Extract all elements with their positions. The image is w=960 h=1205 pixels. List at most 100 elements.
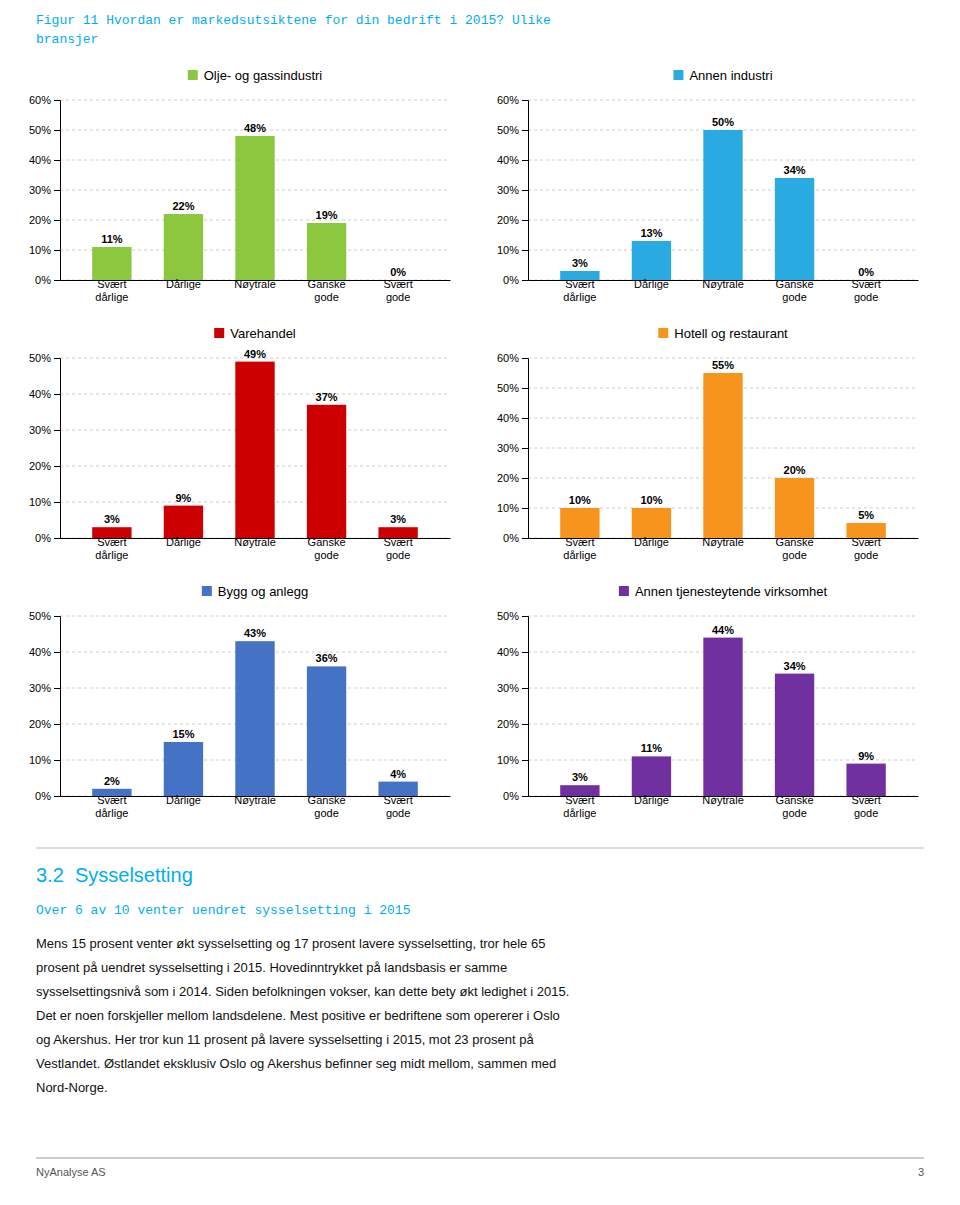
text-line: Svært <box>97 536 126 548</box>
tick: Ganskegode <box>308 278 346 303</box>
text-line: gode <box>386 291 410 303</box>
data-label: 13% <box>640 227 662 239</box>
bar <box>307 223 346 280</box>
data-label: 20% <box>784 464 806 476</box>
text-line: Ganske <box>308 278 346 290</box>
data-labels: 3%9%49%37%3% <box>104 348 406 526</box>
text-line: dårlige <box>563 807 596 819</box>
text-line: Nøytrale <box>234 536 276 548</box>
x-axis: SværtdårligeDårligeNøytraleGanskegodeSvæ… <box>529 794 919 819</box>
text-line: dårlige <box>563 291 596 303</box>
tick-label: 30% <box>29 424 51 436</box>
tick-label: 50% <box>497 124 519 136</box>
tick-label: 10% <box>29 496 51 508</box>
tick-mark <box>522 688 528 689</box>
axis-line <box>54 101 61 281</box>
data-label: 11% <box>641 742 663 754</box>
tick-mark <box>54 160 60 161</box>
tick: Dårlige <box>634 536 669 548</box>
chart-title: Annen industri <box>673 68 772 83</box>
tick-mark <box>522 130 528 131</box>
bar <box>164 506 203 538</box>
text-line: Ganske <box>308 794 346 806</box>
data-label: 36% <box>316 652 338 664</box>
tick-mark <box>54 250 60 251</box>
tick-label: 20% <box>29 214 51 226</box>
tick-label: 20% <box>29 460 51 472</box>
tick-mark <box>522 190 528 191</box>
data-labels: 11%22%48%19%0% <box>101 122 406 278</box>
tick-label: Ganskegode <box>776 794 814 819</box>
tick-mark <box>54 100 60 101</box>
tick: 0% <box>35 274 60 286</box>
bar-chart: 0%10%20%30%40%50%SværtdårligeDårligeNøyt… <box>29 610 451 819</box>
data-labels: 3%11%44%34%9% <box>572 624 874 784</box>
tick-label: 10% <box>497 754 519 766</box>
legend-swatch <box>202 586 212 596</box>
tick-label: 40% <box>29 646 51 658</box>
tick-mark <box>522 358 528 359</box>
text-line: gode <box>386 549 410 561</box>
tick: Dårlige <box>634 278 669 290</box>
chart-title: Annen tjenesteytende virksomhet <box>619 584 828 599</box>
grid-line <box>60 616 450 617</box>
x-axis: SværtdårligeDårligeNøytraleGanskegodeSvæ… <box>529 536 919 561</box>
tick-label: Dårlige <box>634 278 669 290</box>
tick-label: Nøytrale <box>234 794 276 806</box>
tick-label: Sværtgode <box>851 794 880 819</box>
tick: Dårlige <box>166 794 201 806</box>
tick-label: 10% <box>29 754 51 766</box>
tick: Nøytrale <box>702 278 744 290</box>
bar <box>164 214 203 280</box>
data-label: 34% <box>784 660 806 672</box>
tick: Sværtgode <box>383 278 412 303</box>
tick-mark <box>522 448 528 449</box>
x-axis: SværtdårligeDårligeNøytraleGanskegodeSvæ… <box>61 794 451 819</box>
tick: 0% <box>35 532 60 544</box>
tick-mark <box>54 466 60 467</box>
bar <box>92 247 131 280</box>
text-line: Svært <box>97 278 126 290</box>
tick-mark <box>522 616 528 617</box>
chart-title: Hotell og restaurant <box>658 326 788 341</box>
tick: 50% <box>29 352 60 364</box>
section-title: 3.2 Sysselsetting <box>36 864 193 886</box>
tick-label: 10% <box>497 244 519 256</box>
bar-chart: 0%10%20%30%40%50%60%SværtdårligeDårligeN… <box>497 94 919 303</box>
tick-mark <box>54 796 60 797</box>
tick: 40% <box>29 154 60 166</box>
axis-line <box>54 617 61 797</box>
tick: Ganskegode <box>776 536 814 561</box>
text-line: gode <box>854 807 878 819</box>
text-line: sysselsettingsnivå som i 2014. Siden bef… <box>36 984 569 999</box>
tick-label: 0% <box>503 790 519 802</box>
tick-mark <box>522 508 528 509</box>
tick: 30% <box>497 184 528 196</box>
tick-mark <box>522 418 528 419</box>
tick-label: 50% <box>497 382 519 394</box>
tick-label: Sværtgode <box>851 278 880 303</box>
tick: 20% <box>497 472 528 484</box>
bar <box>846 764 885 796</box>
data-label: 3% <box>572 257 588 269</box>
data-labels: 2%15%43%36%4% <box>104 627 406 787</box>
tick: 30% <box>29 184 60 196</box>
tick-label: 60% <box>29 94 51 106</box>
data-label: 55% <box>712 359 734 371</box>
separator <box>36 848 924 849</box>
text-line: Nord-Norge. <box>36 1080 108 1095</box>
tick: 40% <box>29 646 60 658</box>
page: Figur 11 Hvordan er markedsutsiktene for… <box>0 0 960 1205</box>
data-label: 44% <box>712 624 734 636</box>
tick-mark <box>522 478 528 479</box>
tick-label: Ganskegode <box>776 278 814 303</box>
tick: 0% <box>503 790 528 802</box>
tick: 30% <box>29 682 60 694</box>
text-line: gode <box>314 807 338 819</box>
tick-mark <box>54 280 60 281</box>
y-axis: 0%10%20%30%40%50%60% <box>497 352 529 544</box>
grid-line <box>60 100 450 101</box>
tick-label: 50% <box>29 610 51 622</box>
bars <box>92 136 346 280</box>
body-text: Mens 15 prosent venter økt sysselsetting… <box>36 936 569 1095</box>
